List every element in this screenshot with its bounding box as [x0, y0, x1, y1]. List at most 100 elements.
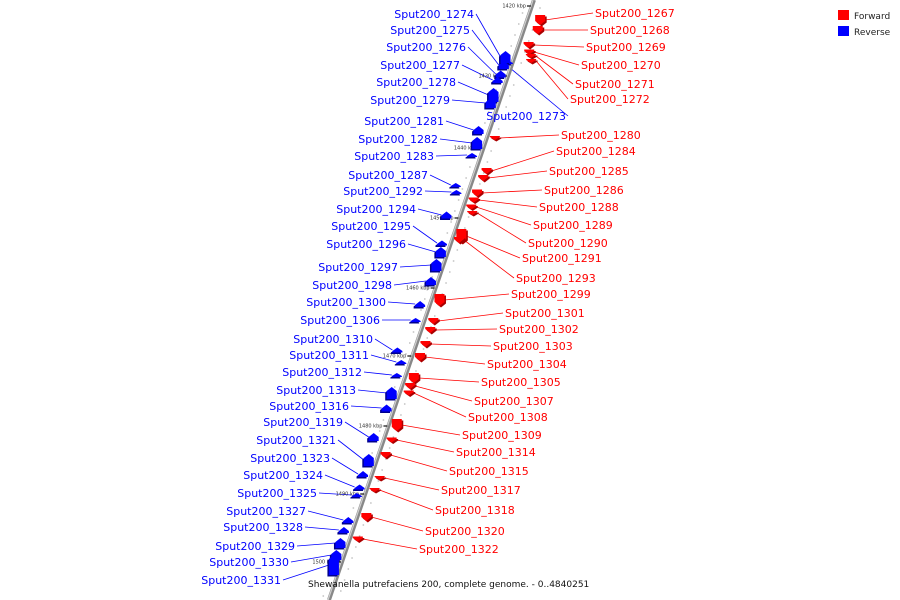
gene-label-sput200-1291[interactable]: Sput200_1291 [522, 252, 602, 265]
gene-sput200-1280[interactable] [489, 136, 500, 140]
gene-label-sput200-1323[interactable]: Sput200_1323 [250, 452, 330, 465]
gene-label-sput200-1281[interactable]: Sput200_1281 [364, 115, 444, 128]
gene-label-sput200-1308[interactable]: Sput200_1308 [468, 411, 548, 424]
gene-label-sput200-1329[interactable]: Sput200_1329 [215, 540, 295, 553]
gene-sput200-1276[interactable] [495, 70, 506, 78]
gene-label-sput200-1284[interactable]: Sput200_1284 [556, 145, 636, 158]
gene-sput200-1300[interactable] [415, 301, 426, 307]
gene-sput200-1306[interactable] [410, 318, 421, 322]
gene-label-sput200-1319[interactable]: Sput200_1319 [263, 416, 343, 429]
gene-sput200-1271[interactable] [525, 54, 536, 58]
gene-label-sput200-1274[interactable]: Sput200_1274 [394, 8, 474, 21]
gene-label-sput200-1282[interactable]: Sput200_1282 [358, 133, 438, 146]
gene-sput200-1298[interactable] [425, 277, 436, 285]
gene-label-sput200-1321[interactable]: Sput200_1321 [256, 434, 336, 447]
gene-sput200-1284[interactable] [481, 168, 492, 174]
gene-sput200-1307[interactable] [405, 383, 416, 389]
gene-label-sput200-1302[interactable]: Sput200_1302 [499, 323, 579, 336]
gene-label-sput200-1271[interactable]: Sput200_1271 [575, 78, 655, 91]
gene-sput200-1316[interactable] [381, 404, 392, 412]
gene-label-sput200-1331[interactable]: Sput200_1331 [201, 574, 281, 587]
gene-label-sput200-1298[interactable]: Sput200_1298 [312, 279, 392, 292]
gene-label-sput200-1275[interactable]: Sput200_1275 [390, 24, 470, 37]
gene-label-sput200-1327[interactable]: Sput200_1327 [226, 505, 306, 518]
gene-label-sput200-1286[interactable]: Sput200_1286 [544, 184, 624, 197]
gene-label-sput200-1317[interactable]: Sput200_1317 [441, 484, 521, 497]
gene-label-sput200-1330[interactable]: Sput200_1330 [209, 556, 289, 569]
gene-label-sput200-1287[interactable]: Sput200_1287 [348, 169, 428, 182]
gene-sput200-1331[interactable] [328, 555, 339, 575]
gene-label-sput200-1268[interactable]: Sput200_1268 [590, 24, 670, 37]
gene-sput200-1325[interactable] [351, 493, 362, 497]
gene-label-sput200-1272[interactable]: Sput200_1272 [570, 93, 650, 106]
gene-label-sput200-1277[interactable]: Sput200_1277 [380, 59, 460, 72]
gene-sput200-1304[interactable] [415, 353, 426, 361]
gene-label-sput200-1288[interactable]: Sput200_1288 [539, 201, 619, 214]
gene-sput200-1321[interactable] [363, 454, 374, 466]
gene-label-sput200-1318[interactable]: Sput200_1318 [435, 504, 515, 517]
gene-label-sput200-1315[interactable]: Sput200_1315 [449, 465, 529, 478]
gene-sput200-1287[interactable] [450, 183, 461, 187]
gene-sput200-1283[interactable] [467, 153, 478, 157]
gene-label-sput200-1314[interactable]: Sput200_1314 [456, 446, 536, 459]
gene-label-sput200-1316[interactable]: Sput200_1316 [269, 400, 349, 413]
gene-sput200-1285[interactable] [478, 175, 489, 181]
gene-label-sput200-1309[interactable]: Sput200_1309 [462, 429, 542, 442]
gene-label-sput200-1293[interactable]: Sput200_1293 [516, 272, 596, 285]
gene-label-sput200-1299[interactable]: Sput200_1299 [511, 288, 591, 301]
gene-label-sput200-1296[interactable]: Sput200_1296 [326, 238, 406, 251]
gene-sput200-1319[interactable] [368, 433, 379, 441]
gene-sput200-1311[interactable] [396, 360, 407, 364]
gene-label-sput200-1278[interactable]: Sput200_1278 [376, 76, 456, 89]
gene-sput200-1310[interactable] [392, 347, 403, 353]
gene-sput200-1302[interactable] [425, 327, 436, 333]
gene-sput200-1299[interactable] [434, 294, 445, 306]
gene-sput200-1328[interactable] [338, 527, 349, 533]
gene-label-sput200-1280[interactable]: Sput200_1280 [561, 129, 641, 142]
gene-sput200-1296[interactable] [435, 247, 446, 257]
gene-label-sput200-1283[interactable]: Sput200_1283 [354, 150, 434, 163]
gene-sput200-1329[interactable] [335, 538, 346, 548]
gene-sput200-1294[interactable] [441, 211, 452, 219]
gene-sput200-1317[interactable] [374, 476, 385, 480]
gene-sput200-1281[interactable] [473, 126, 484, 134]
gene-sput200-1279[interactable] [485, 98, 496, 108]
gene-label-sput200-1279[interactable]: Sput200_1279 [370, 94, 450, 107]
gene-sput200-1305[interactable] [408, 373, 419, 383]
gene-label-sput200-1300[interactable]: Sput200_1300 [306, 296, 386, 309]
gene-sput200-1282[interactable] [472, 137, 483, 149]
gene-sput200-1293[interactable] [453, 237, 464, 243]
gene-label-sput200-1276[interactable]: Sput200_1276 [386, 41, 466, 54]
gene-sput200-1277[interactable] [492, 77, 503, 83]
gene-sput200-1292[interactable] [451, 190, 462, 194]
gene-sput200-1320[interactable] [361, 513, 372, 521]
gene-sput200-1308[interactable] [403, 390, 414, 396]
gene-sput200-1295[interactable] [436, 240, 447, 246]
gene-label-sput200-1290[interactable]: Sput200_1290 [528, 237, 608, 250]
gene-label-sput200-1269[interactable]: Sput200_1269 [586, 41, 666, 54]
gene-label-sput200-1294[interactable]: Sput200_1294 [336, 203, 416, 216]
gene-label-sput200-1320[interactable]: Sput200_1320 [425, 525, 505, 538]
gene-sput200-1303[interactable] [420, 341, 431, 347]
gene-sput200-1323[interactable] [358, 471, 369, 477]
gene-label-sput200-1267[interactable]: Sput200_1267 [595, 7, 675, 20]
gene-label-sput200-1295[interactable]: Sput200_1295 [331, 220, 411, 233]
gene-sput200-1269[interactable] [523, 42, 534, 48]
gene-sput200-1272[interactable] [526, 59, 537, 63]
gene-label-sput200-1328[interactable]: Sput200_1328 [223, 521, 303, 534]
gene-sput200-1289[interactable] [466, 204, 477, 210]
gene-label-sput200-1285[interactable]: Sput200_1285 [549, 165, 629, 178]
gene-label-sput200-1306[interactable]: Sput200_1306 [300, 314, 380, 327]
gene-label-sput200-1312[interactable]: Sput200_1312 [282, 366, 362, 379]
gene-label-sput200-1303[interactable]: Sput200_1303 [493, 340, 573, 353]
gene-label-sput200-1311[interactable]: Sput200_1311 [289, 349, 369, 362]
gene-sput200-1268[interactable] [532, 26, 543, 34]
gene-label-sput200-1325[interactable]: Sput200_1325 [237, 487, 317, 500]
gene-sput200-1322[interactable] [352, 536, 363, 542]
gene-sput200-1286[interactable] [472, 189, 483, 197]
gene-sput200-1315[interactable] [380, 452, 391, 458]
gene-label-sput200-1273[interactable]: Sput200_1273 [486, 110, 566, 123]
gene-label-sput200-1305[interactable]: Sput200_1305 [481, 376, 561, 389]
gene-sput200-1275[interactable] [498, 61, 509, 69]
gene-sput200-1301[interactable] [428, 318, 439, 324]
